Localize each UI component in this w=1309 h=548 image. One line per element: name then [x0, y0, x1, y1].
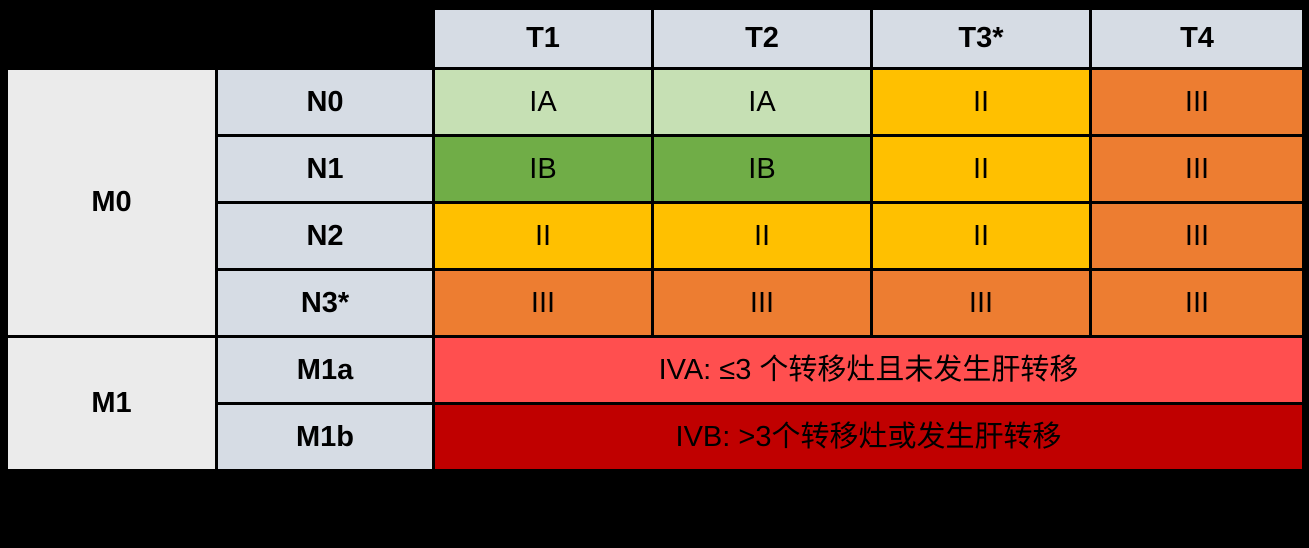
stage-cell-n3-t3: III: [870, 268, 1092, 338]
col-header-t1: T1: [432, 7, 654, 70]
row-header-m1a: M1a: [215, 335, 435, 405]
table-row-n0: M0 N0 IA IA II III: [5, 67, 1305, 338]
row-header-n3: N3*: [215, 268, 435, 338]
stage-cell-n2-t3: II: [870, 201, 1092, 271]
stage-cell-n1-t4: III: [1089, 134, 1305, 204]
column-header-row: T1 T2 T3* T4: [5, 7, 1305, 70]
row-header-n1: N1: [215, 134, 435, 204]
stage-cell-n0-t1: IA: [432, 67, 654, 137]
tnm-staging-table: T1 T2 T3* T4 M0 N0 IA IA II III N1 IB IB…: [5, 7, 1305, 472]
row-header-n2: N2: [215, 201, 435, 271]
table-row-n2: N2 II II II III: [7, 201, 1305, 271]
row-group-label-m1: M1: [5, 335, 218, 472]
stage-cell-m1b-ivb: IVB: >3个转移灶或发生肝转移: [432, 402, 1305, 472]
stage-cell-n1-t1: IB: [432, 134, 654, 204]
stage-cell-n2-t4: III: [1089, 201, 1305, 271]
table-row-m1a: M1 M1a IVA: ≤3 个转移灶且未发生肝转移: [5, 335, 1305, 472]
stage-cell-m1a-iva: IVA: ≤3 个转移灶且未发生肝转移: [432, 335, 1305, 405]
stage-cell-n0-t3: II: [870, 67, 1092, 137]
table-row-m1b: M1b IVB: >3个转移灶或发生肝转移: [7, 402, 1305, 472]
stage-cell-n0-t4: III: [1089, 67, 1305, 137]
table-row-n3: N3* III III III III: [7, 268, 1305, 338]
stage-cell-n1-t3: II: [870, 134, 1092, 204]
row-group-label-m0: M0: [5, 67, 218, 338]
stage-cell-n1-t2: IB: [651, 134, 873, 204]
col-header-t3: T3*: [870, 7, 1092, 70]
stage-cell-n3-t1: III: [432, 268, 654, 338]
stage-cell-n2-t1: II: [432, 201, 654, 271]
col-header-t2: T2: [651, 7, 873, 70]
stage-cell-n0-t2: IA: [651, 67, 873, 137]
col-header-t4: T4: [1089, 7, 1305, 70]
stage-cell-n3-t4: III: [1089, 268, 1305, 338]
row-header-n0: N0: [215, 67, 435, 137]
corner-spacer: [5, 7, 435, 70]
stage-cell-n2-t2: II: [651, 201, 873, 271]
stage-cell-n3-t2: III: [651, 268, 873, 338]
table-row-n1: N1 IB IB II III: [7, 134, 1305, 204]
row-header-m1b: M1b: [215, 402, 435, 472]
